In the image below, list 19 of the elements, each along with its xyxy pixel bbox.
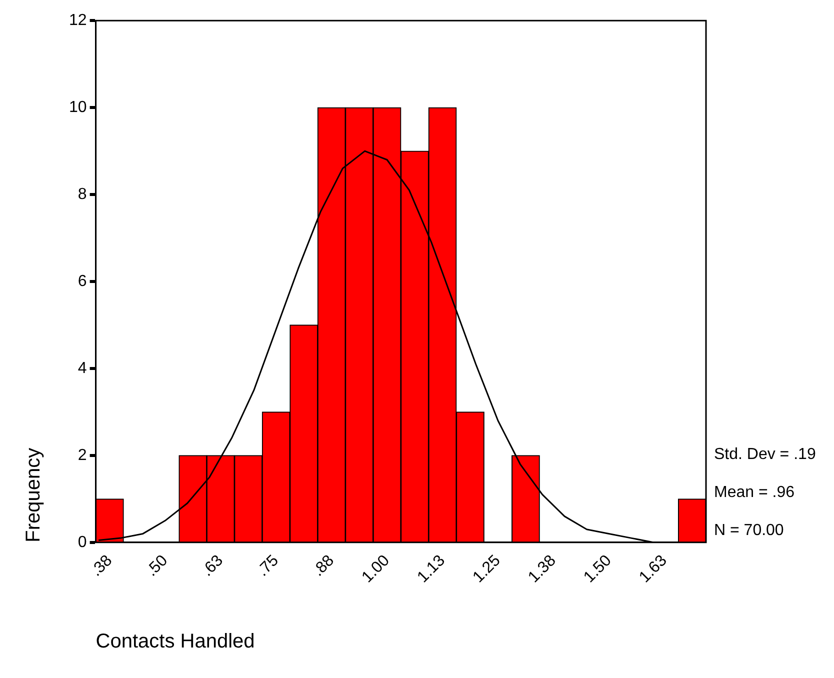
y-tick-label: 6 (78, 272, 87, 290)
x-tick-label: .75 (254, 552, 282, 580)
text: Mean = .96 (714, 484, 795, 501)
x-tick-label: 1.50 (580, 552, 615, 586)
y-tick-label: 10 (69, 98, 87, 116)
x-axis-title: Contacts Handled (96, 630, 255, 653)
text: N = 70.00 (714, 522, 784, 539)
x-tick-label: .50 (143, 552, 172, 580)
x-tick-label: .38 (88, 552, 116, 580)
x-tick-label: .63 (198, 552, 227, 580)
y-tick-label: 4 (78, 360, 87, 377)
x-tick-label: 1.00 (358, 552, 394, 586)
y-tick-label: 2 (78, 446, 87, 464)
y-tick-label: 0 (78, 534, 87, 551)
y-tick-label: 8 (78, 186, 87, 203)
y-tick-label: 12 (69, 12, 87, 30)
y-axis-title: Frequency (22, 448, 45, 542)
x-tick-label: .88 (310, 552, 338, 580)
text: Std. Dev = .19 (714, 446, 816, 463)
